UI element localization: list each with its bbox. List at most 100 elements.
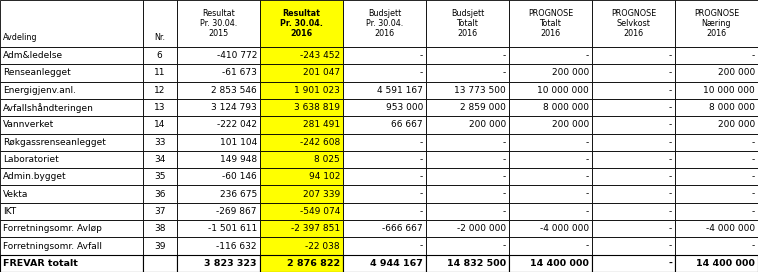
Text: 10 000 000: 10 000 000 [703, 86, 755, 95]
Text: -: - [669, 138, 672, 147]
Bar [426, 203, 509, 220]
Bar [0, 255, 143, 272]
Bar [592, 168, 675, 186]
Bar [426, 255, 509, 272]
Text: 3 823 323: 3 823 323 [205, 259, 257, 268]
Text: -: - [503, 207, 506, 216]
Bar [0, 64, 143, 82]
Bar [426, 0, 509, 47]
Bar [260, 151, 343, 168]
Text: 36: 36 [154, 190, 165, 199]
Bar [143, 99, 177, 116]
Bar [343, 82, 426, 99]
Bar [177, 203, 260, 220]
Bar [0, 99, 143, 116]
Text: 200 000: 200 000 [718, 69, 755, 78]
Bar [0, 134, 143, 151]
Bar [426, 237, 509, 255]
Bar [509, 0, 592, 47]
Bar [426, 64, 509, 82]
Bar [509, 237, 592, 255]
Bar [143, 255, 177, 272]
Text: -: - [420, 207, 423, 216]
Bar [675, 168, 758, 186]
Text: 3 124 793: 3 124 793 [211, 103, 257, 112]
Bar [592, 64, 675, 82]
Text: -: - [669, 120, 672, 129]
Text: FREVAR totalt: FREVAR totalt [3, 259, 78, 268]
Text: -: - [669, 103, 672, 112]
Text: 94 102: 94 102 [309, 172, 340, 181]
Text: 14 400 000: 14 400 000 [696, 259, 755, 268]
Text: 8 025: 8 025 [314, 155, 340, 164]
Text: -: - [503, 172, 506, 181]
Text: 12: 12 [154, 86, 165, 95]
Text: PROGNOSE
Selvkost
2016: PROGNOSE Selvkost 2016 [611, 9, 656, 38]
Text: 39: 39 [154, 242, 165, 251]
Bar [260, 255, 343, 272]
Bar [426, 47, 509, 64]
Bar [592, 116, 675, 134]
Bar [343, 64, 426, 82]
Bar [509, 82, 592, 99]
Bar [143, 186, 177, 203]
Bar [675, 134, 758, 151]
Bar [426, 82, 509, 99]
Bar [343, 168, 426, 186]
Bar [592, 0, 675, 47]
Text: 953 000: 953 000 [386, 103, 423, 112]
Bar [675, 186, 758, 203]
Text: -: - [669, 69, 672, 78]
Bar [509, 255, 592, 272]
Text: -: - [586, 138, 589, 147]
Text: -549 074: -549 074 [299, 207, 340, 216]
Bar [260, 134, 343, 151]
Text: Laboratoriet: Laboratoriet [3, 155, 59, 164]
Bar [260, 116, 343, 134]
Bar [0, 237, 143, 255]
Bar [592, 203, 675, 220]
Bar [260, 64, 343, 82]
Text: -60 146: -60 146 [222, 172, 257, 181]
Bar [343, 0, 426, 47]
Bar [0, 82, 143, 99]
Bar [426, 99, 509, 116]
Text: 14 400 000: 14 400 000 [530, 259, 589, 268]
Text: -: - [668, 259, 672, 268]
Bar [177, 134, 260, 151]
Bar [426, 151, 509, 168]
Text: -666 667: -666 667 [382, 224, 423, 233]
Bar [260, 203, 343, 220]
Text: IKT: IKT [3, 207, 16, 216]
Text: 2 859 000: 2 859 000 [460, 103, 506, 112]
Bar [592, 237, 675, 255]
Bar [592, 220, 675, 237]
Bar [260, 237, 343, 255]
Text: 236 675: 236 675 [220, 190, 257, 199]
Bar [675, 151, 758, 168]
Bar [592, 47, 675, 64]
Bar [177, 82, 260, 99]
Bar [675, 237, 758, 255]
Text: -: - [586, 207, 589, 216]
Bar [143, 168, 177, 186]
Text: 201 047: 201 047 [302, 69, 340, 78]
Text: 35: 35 [154, 172, 165, 181]
Bar [592, 186, 675, 203]
Bar [177, 237, 260, 255]
Text: 6: 6 [157, 51, 163, 60]
Bar [675, 255, 758, 272]
Bar [509, 168, 592, 186]
Bar [0, 220, 143, 237]
Bar [343, 186, 426, 203]
Bar [143, 0, 177, 47]
Bar [426, 134, 509, 151]
Text: -: - [503, 190, 506, 199]
Text: -242 608: -242 608 [299, 138, 340, 147]
Text: -: - [752, 155, 755, 164]
Bar [260, 220, 343, 237]
Bar [592, 134, 675, 151]
Text: -: - [752, 172, 755, 181]
Text: -: - [420, 138, 423, 147]
Text: 4 591 167: 4 591 167 [377, 86, 423, 95]
